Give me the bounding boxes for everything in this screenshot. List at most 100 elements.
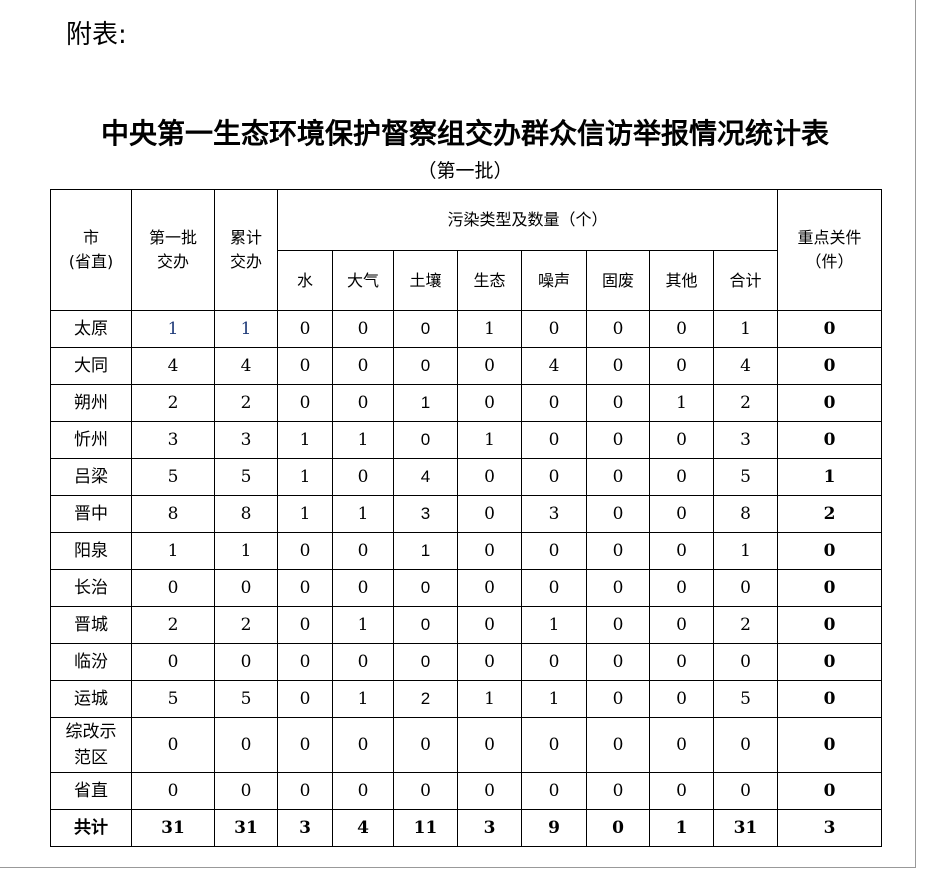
value-cell: 0 [332,347,394,385]
value-cell: 0 [393,643,458,681]
table-row: 太原 1 1 0 0 0 1 0 0 0 1 0 [50,310,883,348]
value-cell: 0 [777,310,883,348]
page-subtitle: （第一批） [417,160,513,182]
value-cell: 0 [393,717,458,773]
header-cumulative: 累计 交办 [214,189,278,311]
value-cell: 1 [457,680,522,718]
value-cell: 0 [649,717,714,773]
value-cell: 0 [521,384,587,422]
appendix-label: 附表: [66,20,127,50]
value-cell: 0 [521,772,587,810]
header-pollution-group: 污染类型及数量（个） [276,189,779,251]
value-cell: 0 [457,495,522,533]
value-cell: 0 [214,569,278,607]
value-cell: 2 [777,495,883,533]
value-cell: 0 [777,569,883,607]
value-cell: 1 [649,809,714,847]
value-cell: 0 [332,532,394,570]
value-cell: 0 [586,384,650,422]
value-cell: 4 [712,347,779,385]
value-cell: 0 [777,606,883,644]
value-cell: 1 [521,606,587,644]
value-cell: 0 [332,772,394,810]
value-cell: 5 [712,458,779,496]
header-type: 噪声 [521,250,587,311]
value-cell: 4 [521,347,587,385]
value-cell: 0 [131,717,215,773]
table-row: 吕梁 5 5 1 0 4 0 0 0 0 5 1 [50,458,883,496]
value-cell: 0 [649,772,714,810]
city-cell: 太原 [50,310,132,348]
value-cell: 0 [393,347,458,385]
value-cell: 1 [457,421,522,459]
value-cell: 0 [457,569,522,607]
value-cell: 0 [214,717,278,773]
value-cell: 0 [277,384,333,422]
value-cell: 1 [457,310,522,348]
city-cell: 忻州 [50,421,132,459]
value-cell: 0 [777,680,883,718]
value-cell: 0 [649,421,714,459]
value-cell: 0 [586,809,650,847]
value-cell: 0 [131,643,215,681]
value-cell: 5 [712,680,779,718]
value-cell: 0 [649,643,714,681]
city-cell: 省直 [50,772,132,810]
value-cell: 0 [586,421,650,459]
city-cell: 运城 [50,680,132,718]
value-cell: 0 [277,310,333,348]
city-cell: 长治 [50,569,132,607]
page-title: 中央第一生态环境保护督察组交办群众信访举报情况统计表 [100,117,829,150]
value-cell: 31 [214,809,278,847]
value-cell: 0 [521,310,587,348]
value-cell: 1 [131,310,215,348]
total-row: 共计 31 31 3 4 11 3 9 0 1 31 3 [50,809,883,847]
header-type: 生态 [457,250,522,311]
header-type: 土壤 [393,250,458,311]
value-cell: 1 [393,384,458,422]
header-type: 固废 [586,250,650,311]
table-row: 临汾 0 0 0 0 0 0 0 0 0 0 0 [50,643,883,681]
table-row: 晋城 2 2 0 1 0 0 1 0 0 2 0 [50,606,883,644]
city-cell: 大同 [50,347,132,385]
value-cell: 0 [457,347,522,385]
table-row: 阳泉 1 1 0 0 1 0 0 0 0 1 0 [50,532,883,570]
city-cell: 共计 [50,809,132,847]
city-cell: 临汾 [50,643,132,681]
value-cell: 3 [131,421,215,459]
value-cell: 2 [712,384,779,422]
value-cell: 0 [277,643,333,681]
table-row: 忻州 3 3 1 1 0 1 0 0 0 3 0 [50,421,883,459]
value-cell: 0 [777,772,883,810]
city-cell: 晋中 [50,495,132,533]
value-cell: 0 [457,606,522,644]
value-cell: 0 [586,772,650,810]
value-cell: 8 [214,495,278,533]
value-cell: 0 [277,569,333,607]
value-cell: 5 [131,458,215,496]
value-cell: 4 [214,347,278,385]
value-cell: 8 [131,495,215,533]
value-cell: 0 [649,569,714,607]
value-cell: 3 [393,495,458,533]
value-cell: 3 [712,421,779,459]
value-cell: 9 [521,809,587,847]
value-cell: 0 [649,347,714,385]
value-cell: 0 [712,772,779,810]
header-type: 合计 [712,250,779,311]
value-cell: 0 [521,643,587,681]
value-cell: 0 [457,458,522,496]
value-cell: 31 [712,809,779,847]
value-cell: 1 [332,680,394,718]
value-cell: 0 [332,717,394,773]
value-cell: 0 [457,384,522,422]
value-cell: 1 [777,458,883,496]
value-cell: 0 [649,310,714,348]
value-cell: 0 [586,495,650,533]
value-cell: 0 [457,643,522,681]
value-cell: 0 [521,532,587,570]
value-cell: 0 [131,772,215,810]
value-cell: 0 [777,532,883,570]
value-cell: 2 [131,606,215,644]
value-cell: 0 [393,421,458,459]
